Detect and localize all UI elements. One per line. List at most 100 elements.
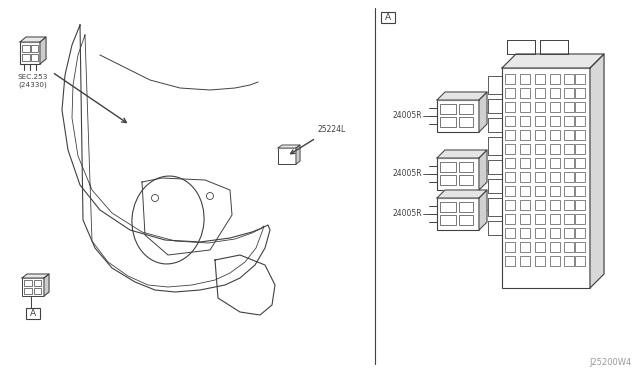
Bar xyxy=(440,162,456,172)
Bar xyxy=(505,88,515,98)
Bar xyxy=(505,186,515,196)
Bar xyxy=(550,172,560,182)
Bar xyxy=(459,104,473,114)
Bar xyxy=(564,116,574,126)
Bar xyxy=(575,172,585,182)
Polygon shape xyxy=(479,150,487,190)
Bar xyxy=(535,88,545,98)
Bar xyxy=(437,158,479,190)
Bar xyxy=(564,200,574,210)
Bar xyxy=(505,200,515,210)
Bar xyxy=(564,130,574,140)
Bar xyxy=(564,228,574,238)
Bar xyxy=(550,256,560,266)
Bar xyxy=(564,158,574,168)
Bar xyxy=(34,280,41,286)
Bar xyxy=(550,144,560,154)
Bar xyxy=(564,74,574,84)
Bar xyxy=(278,148,296,164)
Bar xyxy=(535,130,545,140)
Bar xyxy=(550,228,560,238)
Bar xyxy=(550,116,560,126)
Bar xyxy=(507,40,535,54)
Bar xyxy=(31,54,38,61)
Bar xyxy=(535,74,545,84)
Bar xyxy=(459,175,473,185)
Bar xyxy=(575,144,585,154)
Bar xyxy=(535,102,545,112)
Polygon shape xyxy=(437,150,487,158)
Bar xyxy=(575,256,585,266)
Bar xyxy=(520,88,530,98)
Bar xyxy=(550,214,560,224)
Bar xyxy=(520,158,530,168)
Bar xyxy=(550,242,560,252)
Polygon shape xyxy=(437,92,487,100)
Bar xyxy=(26,308,40,319)
Polygon shape xyxy=(20,37,46,42)
Text: SEC.253
(24330): SEC.253 (24330) xyxy=(18,74,49,88)
Bar xyxy=(550,102,560,112)
Bar xyxy=(505,144,515,154)
Bar xyxy=(24,280,32,286)
Bar xyxy=(505,116,515,126)
Bar xyxy=(535,242,545,252)
Polygon shape xyxy=(502,54,604,68)
Polygon shape xyxy=(296,145,300,164)
Text: 24005R: 24005R xyxy=(392,170,422,179)
Bar xyxy=(575,88,585,98)
Bar xyxy=(505,158,515,168)
Bar xyxy=(575,74,585,84)
Bar xyxy=(437,198,479,230)
Polygon shape xyxy=(479,92,487,132)
Bar xyxy=(564,214,574,224)
Bar xyxy=(520,186,530,196)
Bar xyxy=(22,54,30,61)
Bar xyxy=(520,144,530,154)
Bar xyxy=(488,160,502,174)
Bar xyxy=(381,12,395,23)
Bar xyxy=(505,172,515,182)
Bar xyxy=(459,162,473,172)
Bar xyxy=(520,102,530,112)
Bar xyxy=(459,202,473,212)
Bar xyxy=(564,102,574,112)
Bar xyxy=(540,40,568,54)
Bar xyxy=(505,74,515,84)
Bar xyxy=(564,144,574,154)
Text: 24005R: 24005R xyxy=(392,209,422,218)
Text: A: A xyxy=(385,13,391,22)
Bar xyxy=(535,228,545,238)
Bar xyxy=(437,100,479,132)
Bar xyxy=(520,228,530,238)
Bar xyxy=(520,256,530,266)
Bar xyxy=(488,198,502,216)
Bar xyxy=(520,242,530,252)
Bar xyxy=(520,200,530,210)
Bar xyxy=(24,288,32,294)
Polygon shape xyxy=(590,54,604,288)
Bar xyxy=(505,256,515,266)
Bar xyxy=(535,200,545,210)
Bar xyxy=(550,88,560,98)
Bar xyxy=(575,186,585,196)
Bar xyxy=(535,256,545,266)
Bar xyxy=(459,117,473,127)
Text: J25200W4: J25200W4 xyxy=(589,358,632,367)
Bar xyxy=(575,102,585,112)
Bar xyxy=(520,116,530,126)
Bar xyxy=(22,278,44,296)
Polygon shape xyxy=(22,274,49,278)
Bar xyxy=(505,102,515,112)
Bar xyxy=(564,256,574,266)
Bar xyxy=(20,42,40,64)
Polygon shape xyxy=(40,37,46,64)
Bar xyxy=(459,215,473,225)
Bar xyxy=(31,45,38,52)
Bar xyxy=(505,228,515,238)
Bar xyxy=(488,221,502,235)
Bar xyxy=(488,179,502,193)
Bar xyxy=(502,68,590,288)
Bar xyxy=(535,144,545,154)
Bar xyxy=(564,186,574,196)
